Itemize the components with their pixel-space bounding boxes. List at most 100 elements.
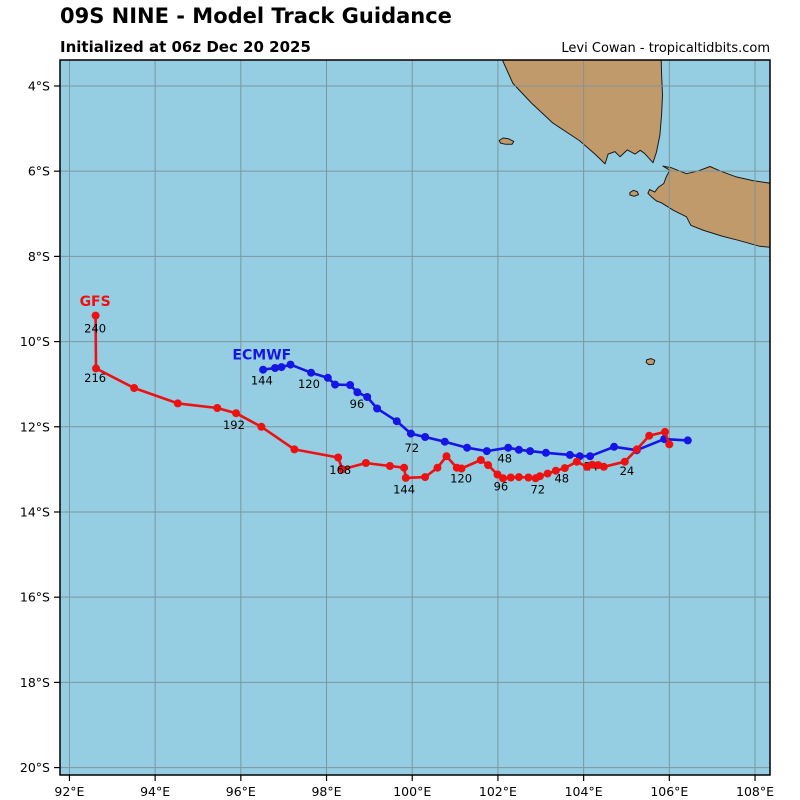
ecmwf-hour-label-96: 96 [350, 397, 365, 411]
ecmwf-track-point [271, 364, 280, 372]
ecmwf-model-label: ECMWF [232, 347, 291, 363]
gfs-track-point [401, 473, 410, 482]
ocean [60, 60, 770, 775]
ecmwf-track-point [373, 404, 382, 413]
ecmwf-track-point [565, 450, 574, 459]
gfs-track-point [361, 459, 370, 467]
gfs-track-point [257, 422, 266, 431]
ecmwf-track-point [331, 380, 340, 389]
ecmwf-track-point [259, 365, 268, 374]
ecmwf-track-point [440, 437, 449, 446]
landmass-panaitan-island [629, 189, 639, 197]
ecmwf-track-point [421, 433, 430, 441]
ecmwf-track: 24487296120144ECMWF [232, 347, 692, 473]
gfs-track-point [632, 445, 641, 454]
y-tick-label: 14°S [20, 504, 50, 519]
x-tick-label: 108°E [736, 784, 774, 799]
ecmwf-track-point [286, 360, 295, 369]
credit-label: Levi Cowan - tropicaltidbits.com [561, 41, 770, 56]
x-tick-label: 96°E [226, 784, 256, 799]
y-tick-label: 10°S [20, 334, 50, 349]
ecmwf-track-point [526, 447, 535, 456]
y-tick-label: 4°S [28, 78, 50, 93]
ecmwf-hour-label-72: 72 [404, 441, 419, 455]
gfs-track-point [661, 427, 669, 436]
ecmwf-track-point [406, 429, 415, 438]
gfs-track-point [338, 465, 347, 474]
gfs-track-point [213, 404, 222, 412]
y-tick-label: 12°S [20, 419, 50, 434]
gfs-track-point [290, 445, 299, 454]
gfs-track-point [442, 452, 451, 461]
gfs-track-point [91, 311, 100, 320]
init-time-label: Initialized at 06z Dec 20 2025 [60, 38, 311, 56]
gfs-track-point [452, 463, 461, 472]
gfs-hour-label-216: 216 [84, 371, 106, 385]
ecmwf-track-point [277, 363, 286, 372]
gfs-track-point [506, 473, 515, 482]
ecmwf-track-point [683, 436, 692, 445]
gfs-track-point [493, 470, 502, 479]
gfs-track-point [499, 474, 508, 483]
ecmwf-track-point [463, 443, 472, 452]
y-tick-label: 6°S [28, 164, 50, 179]
gfs-track-point [92, 364, 100, 373]
gfs-track-point [560, 464, 569, 473]
gfs-hour-label-96: 96 [494, 479, 509, 493]
x-tick-label: 98°E [311, 784, 341, 799]
gfs-track-point [173, 399, 182, 408]
gfs-track-point [645, 431, 654, 440]
landmass-christmas-island [645, 358, 656, 366]
gfs-track-point [543, 469, 552, 478]
gfs-track-point [385, 462, 394, 470]
gfs-track-point [476, 456, 485, 464]
gfs-track-point [484, 461, 493, 470]
gfs-hour-label-72: 72 [530, 482, 545, 496]
y-tick-label: 18°S [20, 675, 50, 690]
plot-border [59, 59, 771, 776]
x-tick-label: 104°E [565, 784, 603, 799]
y-tick-label: 8°S [28, 249, 50, 264]
gfs-hour-label-168: 168 [329, 463, 351, 477]
gfs-track-point [665, 440, 674, 449]
gfs-hour-label-240: 240 [84, 321, 106, 335]
gfs-track-point [551, 466, 560, 475]
gfs-hour-label-48: 48 [554, 471, 569, 485]
y-tick-label: 16°S [20, 590, 50, 605]
ecmwf-hour-label-48: 48 [497, 451, 512, 465]
ecmwf-track-point [346, 381, 355, 389]
gfs-track-point [583, 462, 592, 471]
ecmwf-track-point [541, 448, 550, 457]
gfs-track-point [421, 473, 430, 482]
ecmwf-track-point [482, 447, 491, 456]
ecmwf-track-point [307, 368, 316, 377]
gfs-model-label: GFS [80, 294, 111, 310]
landmass-enggano-island [498, 137, 515, 145]
gfs-track-point [572, 457, 581, 466]
gfs-track-point [130, 384, 139, 392]
ecmwf-track-point [586, 452, 595, 461]
landmass-java [647, 165, 770, 248]
gfs-track-point [620, 457, 629, 466]
ecmwf-track-point [392, 417, 401, 426]
ecmwf-track-line [262, 363, 688, 458]
gfs-hour-label-144: 144 [393, 482, 415, 496]
page-title: 09S NINE - Model Track Guidance [60, 4, 452, 28]
x-tick-label: 106°E [650, 784, 688, 799]
x-tick-label: 94°E [140, 784, 170, 799]
gfs-track-point [232, 409, 241, 418]
ecmwf-hour-label-144: 144 [251, 373, 273, 387]
x-tick-label: 100°E [393, 784, 431, 799]
gfs-track-point [524, 473, 533, 482]
ecmwf-track-point [610, 442, 619, 451]
gfs-hour-label-120: 120 [450, 471, 472, 485]
ecmwf-track-point [504, 443, 513, 452]
x-tick-label: 102°E [479, 784, 517, 799]
gfs-track-point [531, 474, 540, 483]
gfs-track-point [334, 453, 343, 462]
gfs-track-point [400, 463, 409, 472]
gfs-track-point [594, 461, 603, 470]
ecmwf-hour-label-120: 120 [298, 377, 320, 391]
gfs-hour-label-24: 24 [620, 464, 635, 478]
